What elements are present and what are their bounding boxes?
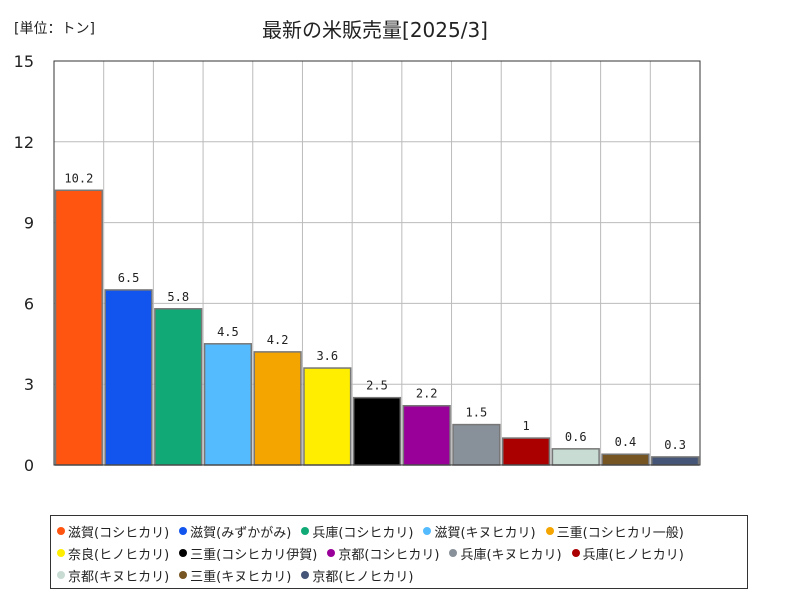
legend: 滋賀(コシヒカリ) 滋賀(みずかがみ) 兵庫(コシヒカリ) 滋賀(キヌヒカリ) 三重(コ… — [50, 515, 748, 589]
y-axis: 0 3 6 9 12 15 — [14, 52, 34, 475]
legend-marker — [571, 549, 580, 557]
bar — [203, 343, 253, 466]
legend-item: 京都(キヌヒカリ) — [57, 564, 169, 586]
y-tick-label: 12 — [14, 133, 34, 152]
legend-item: 三重(コシヒカリ伊賀) — [179, 542, 317, 564]
bar — [154, 308, 203, 466]
bar — [601, 453, 650, 466]
bar-chart: 10.2 6.5 5.8 4.5 4.2 3.6 2.5 2.2 1.5 1 0.6 0.4 0.3 0… — [14, 52, 701, 475]
legend-label: 京都(ヒノヒカリ) — [312, 569, 414, 585]
bar — [352, 396, 402, 466]
unit-label: [単位：トン] — [14, 21, 95, 37]
bar-value-label: 4.2 — [267, 333, 289, 347]
legend-marker — [545, 527, 554, 535]
legend-label: 兵庫(キヌヒカリ) — [460, 547, 562, 563]
bar-value-label: 6.5 — [118, 271, 140, 285]
legend-marker — [179, 527, 188, 535]
y-tick-label: 0 — [24, 456, 34, 475]
bar — [551, 448, 600, 466]
legend-marker — [301, 571, 310, 579]
legend-label: 三重(コシヒカリ伊賀) — [190, 547, 318, 563]
chart-title: 最新の米販売量[2025/3] — [262, 18, 488, 42]
legend-item: 兵庫(キヌヒカリ) — [449, 542, 562, 564]
legend-item: 兵庫(ヒノヒカリ) — [571, 542, 684, 564]
legend-item: 京都(コシヒカリ) — [327, 542, 439, 564]
legend-item: 三重(キヌヒカリ) — [179, 564, 291, 586]
bar — [402, 404, 451, 466]
legend-marker — [423, 527, 432, 535]
legend-item: 滋賀(キヌヒカリ) — [423, 520, 536, 542]
y-tick-label: 9 — [24, 214, 34, 233]
bar-value-label: 10.2 — [64, 171, 93, 185]
bar-value-label: 2.5 — [366, 379, 388, 393]
bar — [253, 351, 302, 466]
legend-marker — [179, 571, 188, 579]
bar — [651, 456, 700, 466]
bar-value-label: 3.6 — [316, 349, 338, 363]
bar — [54, 189, 103, 466]
bar-value-label: 5.8 — [167, 290, 189, 304]
legend-item: 奈良(ヒノヒカリ) — [57, 542, 169, 564]
legend-marker — [57, 549, 65, 557]
legend-label: 滋賀(キヌヒカリ) — [434, 525, 536, 541]
value-labels: 10.2 6.5 5.8 4.5 4.2 3.6 2.5 2.2 1.5 1 0.6 0.4 0.3 — [64, 171, 686, 452]
y-tick-label: 3 — [24, 375, 34, 394]
legend-marker — [57, 571, 65, 579]
legend-label: 兵庫(コシヒカリ) — [312, 525, 414, 541]
legend-label: 京都(コシヒカリ) — [338, 547, 440, 563]
bar — [104, 289, 153, 466]
bar-value-label: 0.6 — [565, 430, 587, 444]
legend-label: 奈良(ヒノヒカリ) — [68, 547, 170, 563]
bar-value-label: 1 — [522, 419, 529, 433]
y-tick-label: 15 — [14, 52, 34, 71]
legend-item: 三重(コシヒカリ一般) — [545, 520, 684, 542]
legend-label: 三重(キヌヒカリ) — [190, 569, 292, 585]
bar-value-label: 1.5 — [466, 406, 488, 420]
legend-marker — [179, 549, 188, 557]
legend-item: 京都(ヒノヒカリ) — [301, 564, 413, 586]
bars — [54, 189, 700, 466]
legend-label: 三重(コシヒカリ一般) — [556, 525, 684, 541]
bar — [303, 367, 352, 466]
bar-value-label: 0.3 — [664, 438, 686, 452]
legend-marker — [57, 527, 65, 535]
bar-value-label: 0.4 — [615, 435, 637, 449]
legend-label: 滋賀(コシヒカリ) — [68, 525, 170, 541]
legend-item: 滋賀(みずかがみ) — [179, 520, 291, 542]
legend-label: 京都(キヌヒカリ) — [68, 569, 170, 585]
plot-frame — [53, 60, 701, 466]
bar — [452, 423, 501, 466]
bar — [501, 437, 551, 466]
legend-item: 滋賀(コシヒカリ) — [57, 520, 169, 542]
legend-label: 兵庫(ヒノヒカリ) — [582, 547, 684, 563]
legend-label: 滋賀(みずかがみ) — [190, 525, 292, 541]
bar-value-label: 2.2 — [416, 387, 438, 401]
bar-value-label: 4.5 — [217, 325, 239, 339]
legend-item: 兵庫(コシヒカリ) — [301, 520, 413, 542]
y-tick-label: 6 — [24, 294, 34, 313]
legend-marker — [449, 549, 458, 557]
legend-marker — [301, 527, 310, 535]
legend-marker — [327, 549, 336, 557]
